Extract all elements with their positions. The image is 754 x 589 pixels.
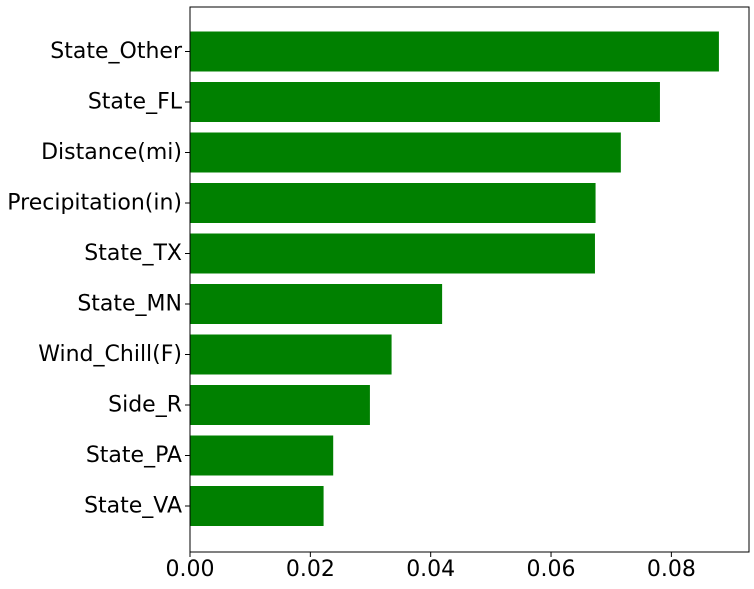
bar-wind-chill-f <box>190 334 392 375</box>
plot-frame <box>189 6 750 553</box>
y-tick-label: State_VA <box>84 494 182 519</box>
y-tick-label: State_Other <box>50 39 183 64</box>
x-tick-label: 0.04 <box>406 557 455 582</box>
y-tick-label: State_PA <box>86 443 182 468</box>
x-axis-ticks: 0.00 0.02 0.04 0.06 0.08 <box>166 552 696 582</box>
x-tick-label: 0.00 <box>166 557 215 582</box>
y-tick-label: State_TX <box>84 241 182 266</box>
x-tick-label: 0.08 <box>647 557 696 582</box>
y-tick-label: Side_R <box>108 393 182 418</box>
bar-state-mn <box>190 284 443 324</box>
bar-state-fl <box>190 82 660 122</box>
x-tick-label: 0.06 <box>527 557 576 582</box>
bar-side-r <box>190 385 370 425</box>
y-tick-label: Precipitation(in) <box>7 191 182 216</box>
y-tick-labels: State_Other State_FL Distance(mi) Precipita… <box>7 39 190 519</box>
bar-state-tx <box>190 233 595 274</box>
bars-layer <box>190 31 719 526</box>
bar-precipitation-in <box>190 183 596 223</box>
bar-state-pa <box>190 435 334 476</box>
bar-state-other <box>190 31 719 72</box>
y-tick-label: State_FL <box>88 90 183 115</box>
y-tick-label: Distance(mi) <box>41 140 182 165</box>
bar-state-va <box>190 486 324 526</box>
y-tick-label: State_MN <box>77 292 182 317</box>
bar-distance-mi <box>190 132 621 173</box>
x-tick-label: 0.02 <box>286 557 335 582</box>
y-tick-label: Wind_Chill(F) <box>38 342 182 367</box>
